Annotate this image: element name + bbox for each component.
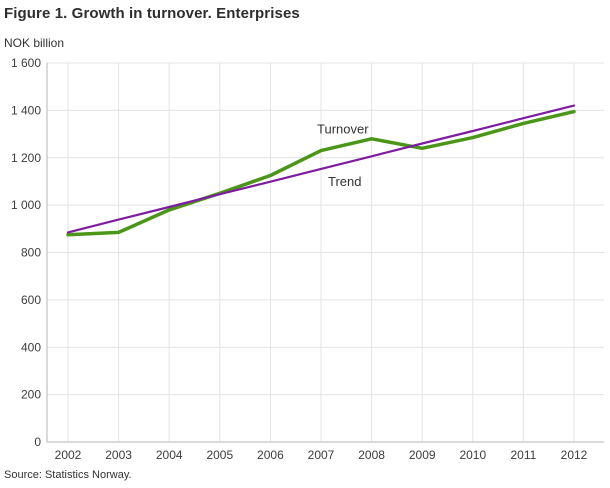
y-tick-label: 0 bbox=[34, 435, 41, 449]
x-tick-label: 2005 bbox=[206, 448, 233, 462]
series-label-turnover: Turnover bbox=[317, 122, 369, 137]
x-tick-label: 2003 bbox=[105, 448, 132, 462]
y-tick-label: 600 bbox=[21, 293, 41, 307]
source-note: Source: Statistics Norway. bbox=[4, 469, 132, 481]
x-tick-label: 2010 bbox=[459, 448, 486, 462]
x-tick-label: 2011 bbox=[510, 448, 536, 462]
y-tick-label: 1 600 bbox=[11, 56, 41, 70]
x-tick-label: 2007 bbox=[308, 448, 335, 462]
y-tick-label: 400 bbox=[21, 340, 41, 354]
x-tick-label: 2009 bbox=[409, 448, 436, 462]
line-chart-canvas: 0 200 400 600 800 1 000 1 200 1 400 1 600 2002 200… bbox=[11, 56, 604, 462]
series-label-trend: Trend bbox=[328, 174, 361, 189]
x-tick-label: 2008 bbox=[358, 448, 385, 462]
series-line-turnover bbox=[66, 109, 576, 237]
y-axis-units-label: NOK billion bbox=[4, 36, 65, 50]
y-tick-label: 1 000 bbox=[11, 198, 41, 212]
x-tick-label: 2012 bbox=[561, 448, 588, 462]
y-tick-label: 1 400 bbox=[11, 103, 41, 117]
x-tick-label: 2004 bbox=[156, 448, 183, 462]
x-tick-label: 2006 bbox=[257, 448, 284, 462]
y-tick-label: 1 200 bbox=[11, 151, 41, 165]
y-tick-label: 200 bbox=[21, 388, 41, 402]
x-tick-label: 2002 bbox=[55, 448, 82, 462]
series-line-trend bbox=[66, 104, 576, 234]
y-tick-label: 800 bbox=[21, 246, 41, 260]
figure-title: Figure 1. Growth in turnover. Enterprise… bbox=[4, 5, 300, 22]
